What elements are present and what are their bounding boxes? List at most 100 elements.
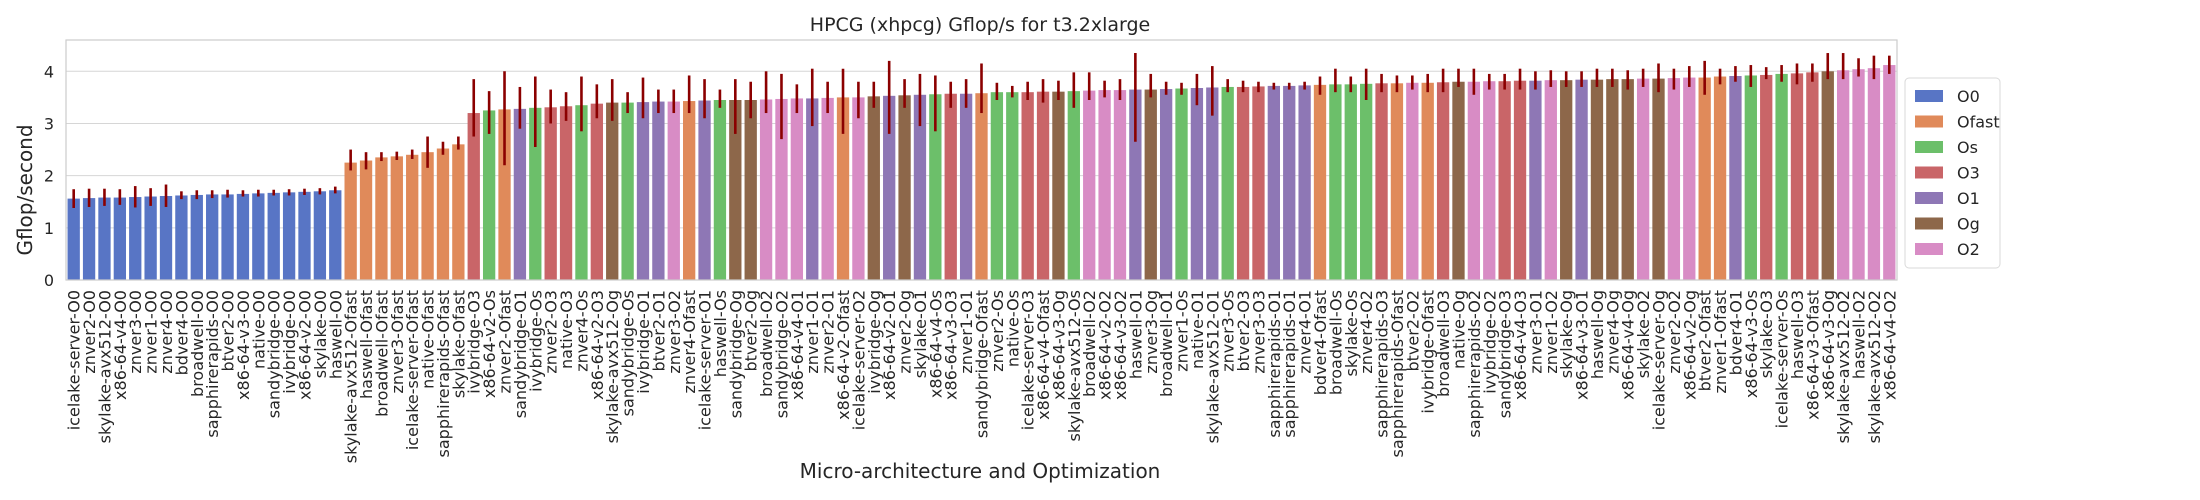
x-tick-label: x86-64-v4-Ofast: [1034, 290, 1053, 420]
bar: [1375, 83, 1388, 280]
bar: [1406, 82, 1419, 280]
bar: [513, 108, 527, 280]
x-tick-label: x86-64-v3-O3: [942, 290, 961, 400]
bar: [975, 93, 988, 280]
bar: [544, 107, 557, 280]
x-tick-label: sandybridge-O0: [265, 290, 284, 418]
x-tick-label: x86-64-v4-O3: [1511, 290, 1530, 400]
x-tick-label: skylake-O0: [311, 290, 330, 378]
bar: [436, 148, 450, 280]
x-tick-label: znver3-O1: [1526, 290, 1545, 374]
bar: [729, 100, 742, 280]
bar: [1221, 86, 1234, 281]
x-tick-label: znver2-O3: [542, 290, 561, 374]
legend-swatch: [1915, 141, 1943, 153]
x-tick-label: haswell-Og: [1588, 290, 1607, 379]
bar: [1052, 91, 1065, 280]
x-tick-label: skylake-avx512-Os: [1065, 290, 1084, 442]
x-tick-label: znver1-Ofast: [1711, 290, 1730, 393]
bar: [636, 102, 650, 280]
y-tick-label: 3: [44, 114, 54, 133]
x-tick-label: znver2-O2: [1665, 290, 1684, 374]
bar: [1436, 82, 1450, 281]
x-tick-label: haswell-O3: [1788, 290, 1807, 379]
bar: [159, 196, 173, 280]
bar: [944, 93, 957, 280]
bar: [1775, 73, 1788, 280]
bar: [1129, 89, 1142, 280]
bar: [683, 101, 696, 280]
bar: [1806, 72, 1819, 280]
bar: [1144, 89, 1157, 280]
x-tick-label: skylake-avx512-O2: [1834, 290, 1853, 443]
bar: [1067, 91, 1080, 280]
legend-label: O1: [1957, 189, 1980, 208]
bar: [82, 198, 96, 280]
bar: [1036, 91, 1050, 280]
bar: [1452, 81, 1465, 280]
x-tick-label: sandybridge-Os: [619, 290, 638, 416]
bar: [790, 98, 804, 280]
x-tick-label: icelake-server-Ofast: [403, 290, 422, 450]
bar: [1575, 79, 1588, 280]
bar: [1190, 88, 1204, 280]
legend-label: O3: [1957, 164, 1980, 183]
x-tick-label: x86-64-v4-O0: [111, 290, 130, 400]
x-tick-label: znver3-O3: [1249, 290, 1268, 374]
bar: [359, 160, 373, 280]
x-tick-label: x86-64-v4-Os: [926, 290, 945, 398]
x-tick-label: icelake-server-O3: [1019, 290, 1038, 430]
bar: [1667, 78, 1681, 280]
x-tick-label: haswell-O1: [1126, 290, 1145, 379]
legend-swatch: [1915, 217, 1943, 230]
bar: [559, 106, 573, 281]
legend-label: Ofast: [1957, 113, 2000, 132]
bar: [883, 95, 896, 281]
bar: [1498, 81, 1511, 280]
bar: [667, 101, 680, 280]
chart-title: HPCG (xhpcg) Gflop/s for t3.2xlarge: [810, 14, 1150, 36]
x-tick-label: x86-64-v3-Os: [1742, 290, 1761, 398]
bar: [1021, 92, 1034, 280]
bar: [1560, 80, 1573, 280]
bar: [1590, 79, 1604, 280]
plot-area: 01234icelake-server-O0znver2-O0skylake-a…: [44, 39, 1899, 463]
bar: [1652, 78, 1665, 280]
x-tick-label: bdver4-O1: [1726, 290, 1745, 375]
bar: [236, 193, 250, 280]
bar: [1421, 82, 1434, 280]
x-tick-label: skylake-avx512-O2: [1865, 290, 1884, 443]
bar: [129, 197, 142, 280]
bar: [1544, 80, 1557, 280]
bar: [344, 162, 357, 280]
x-tick-label: native-Ofast: [419, 290, 438, 389]
x-tick-label: x86-64-v3-Og: [1819, 290, 1838, 400]
x-tick-label: bdver4-O0: [172, 290, 191, 375]
x-tick-label: x86-64-v3-O0: [234, 290, 253, 400]
x-tick-label: skylake-O2: [1634, 290, 1653, 378]
x-tick-label: native-Og: [1449, 290, 1468, 369]
bar: [929, 94, 942, 281]
x-tick-label: x86-64-v2-Ofast: [834, 290, 853, 420]
x-tick-label: skylake-Og: [1557, 290, 1576, 378]
bar: [221, 194, 234, 280]
bar: [144, 196, 157, 280]
x-tick-label: sapphirerapids-O3: [1373, 290, 1392, 438]
x-tick-label: sandybridge-Og: [726, 290, 745, 418]
bar: [467, 113, 480, 280]
bar: [898, 95, 911, 280]
bar: [1159, 89, 1173, 280]
x-tick-label: x86-64-v3-Og: [1049, 290, 1068, 400]
bar: [113, 197, 127, 280]
x-tick-label: znver2-O1: [819, 290, 838, 374]
x-tick-label: x86-64-v3-Ofast: [1803, 290, 1822, 420]
x-tick-label: sapphirerapids-O1: [1280, 290, 1299, 438]
x-tick-label: x86-64-v4-O2: [1880, 290, 1899, 400]
x-tick-label: ivybridge-Og: [865, 290, 884, 394]
x-tick-label: btver2-Ofast: [1696, 290, 1715, 391]
x-tick-label: native-Os: [1003, 290, 1022, 367]
bar: [959, 93, 973, 280]
bar: [1698, 77, 1711, 280]
bar: [252, 193, 265, 280]
x-tick-label: haswell-O2: [1850, 290, 1869, 379]
